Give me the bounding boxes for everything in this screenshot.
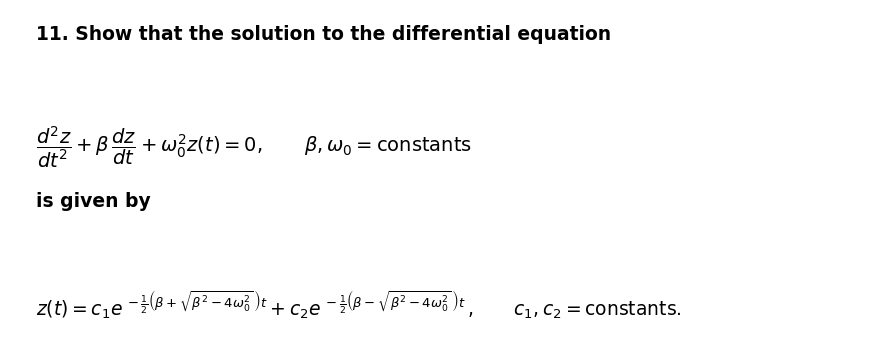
Text: $z(t) = c_1 e^{\,-\frac{1}{2}\left(\beta + \sqrt{\beta^2 - 4\omega_0^2}\,\right): $z(t) = c_1 e^{\,-\frac{1}{2}\left(\beta…: [36, 288, 682, 321]
Text: is given by: is given by: [36, 193, 151, 212]
Text: 11. Show that the solution to the differential equation: 11. Show that the solution to the differ…: [36, 25, 612, 44]
Text: $\dfrac{d^2z}{dt^2} + \beta\,\dfrac{dz}{dt} + \omega_0^2 z(t) = 0, \qquad \beta,: $\dfrac{d^2z}{dt^2} + \beta\,\dfrac{dz}{…: [36, 124, 473, 170]
